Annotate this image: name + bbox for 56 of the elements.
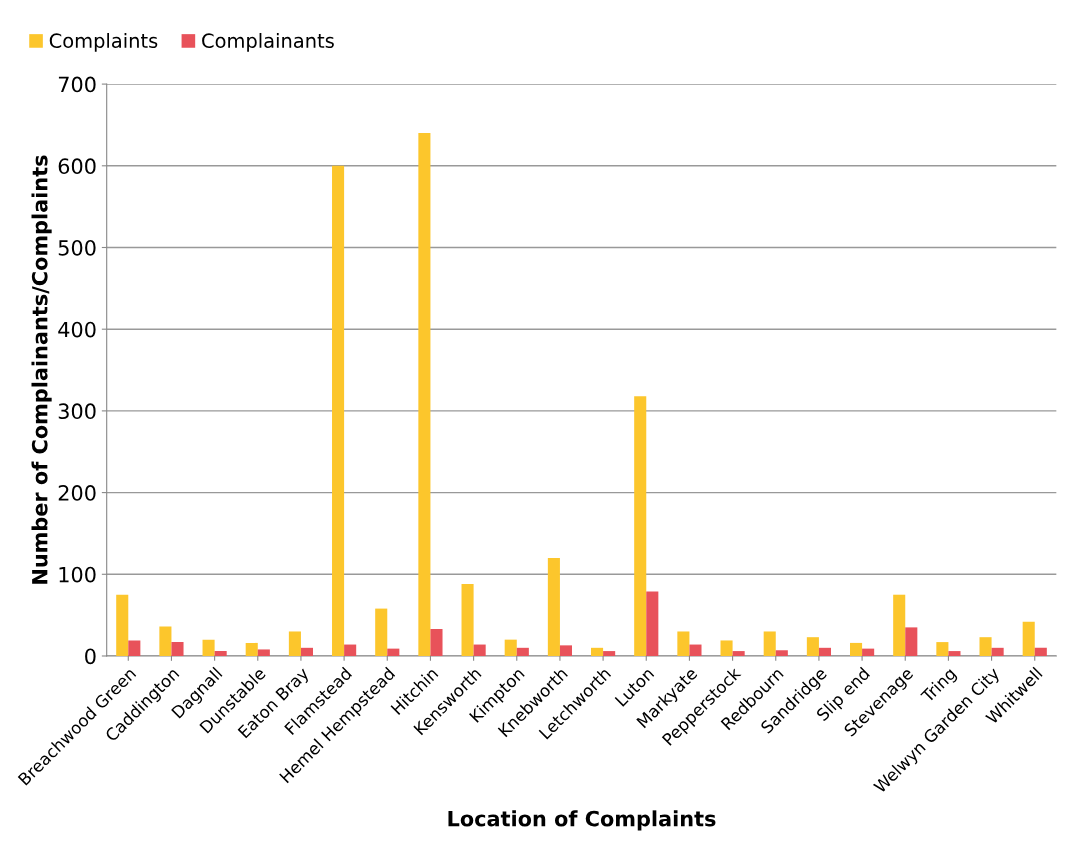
bar bbox=[344, 644, 357, 656]
bar bbox=[720, 640, 733, 656]
bar bbox=[547, 557, 560, 656]
bar bbox=[763, 631, 776, 656]
y-tick-label: 600 bbox=[58, 158, 96, 175]
bar bbox=[461, 584, 474, 656]
y-tick-label: 100 bbox=[59, 566, 96, 583]
bar bbox=[288, 631, 301, 656]
bar bbox=[559, 645, 573, 656]
y-tick-label: 300 bbox=[58, 403, 96, 420]
legend-label: Complaints bbox=[49, 32, 158, 52]
y-axis-title: Number of Complainants/Complaints bbox=[31, 155, 52, 584]
bar bbox=[473, 644, 486, 656]
bar bbox=[905, 627, 918, 656]
bar bbox=[516, 647, 529, 656]
bar bbox=[202, 639, 215, 656]
legend-label: Complainants bbox=[202, 32, 334, 52]
bar bbox=[732, 651, 745, 656]
bar bbox=[1034, 647, 1047, 656]
bar bbox=[634, 396, 647, 656]
bar bbox=[936, 642, 949, 656]
y-tick-label: 400 bbox=[58, 321, 96, 338]
bar bbox=[430, 629, 443, 656]
bar bbox=[300, 647, 314, 656]
bar bbox=[245, 642, 258, 656]
bar bbox=[603, 651, 616, 656]
bar bbox=[1022, 621, 1035, 656]
bar bbox=[646, 591, 659, 656]
bar bbox=[214, 651, 227, 656]
bar bbox=[504, 639, 517, 656]
bar bbox=[116, 594, 129, 656]
bar bbox=[387, 648, 400, 656]
bar bbox=[806, 637, 819, 656]
bar bbox=[991, 647, 1004, 656]
y-tick-label: 0 bbox=[85, 648, 96, 665]
bar bbox=[418, 133, 431, 656]
y-tick-label: 500 bbox=[58, 239, 96, 256]
bar bbox=[850, 642, 863, 656]
x-axis-title: Location of Complaints bbox=[448, 810, 716, 831]
bar bbox=[862, 648, 875, 656]
bar bbox=[948, 651, 961, 656]
y-tick-label: 700 bbox=[58, 76, 96, 93]
bar bbox=[677, 631, 690, 656]
bar bbox=[775, 650, 788, 656]
bar bbox=[818, 647, 832, 656]
bar bbox=[979, 637, 992, 656]
bar bbox=[171, 642, 184, 656]
bar bbox=[128, 640, 141, 656]
bar bbox=[159, 626, 172, 656]
bar bbox=[893, 594, 906, 656]
bar bbox=[257, 649, 270, 656]
bar bbox=[332, 165, 345, 656]
bar bbox=[689, 644, 702, 656]
bar bbox=[591, 647, 604, 656]
y-tick-label: 200 bbox=[58, 485, 96, 501]
bar bbox=[375, 608, 388, 656]
